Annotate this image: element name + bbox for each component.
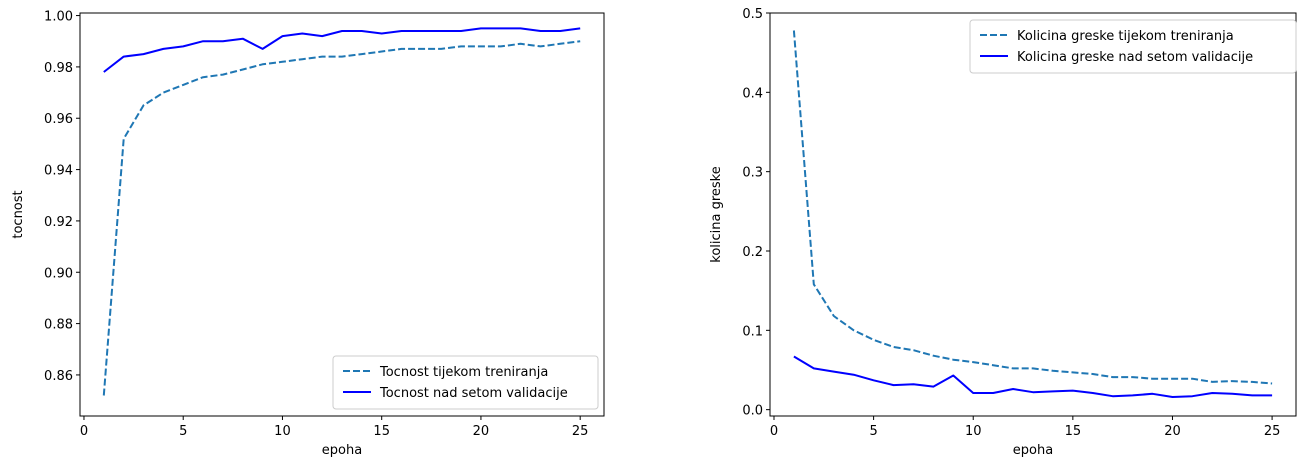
x-tick-label: 10 [274, 424, 291, 439]
y-tick-label: 1.00 [44, 10, 73, 25]
x-tick-label: 10 [965, 424, 982, 439]
legend: Kolicina greske tijekom treniranja Kolici… [969, 19, 1297, 74]
y-tick-label: 0.92 [44, 215, 73, 230]
y-tick-label: 0.1 [742, 324, 763, 339]
plot-frame [79, 12, 605, 417]
y-tick-label: 0.94 [44, 164, 73, 179]
y-tick-label: 0.4 [742, 86, 763, 101]
series-line-0 [102, 40, 581, 396]
x-tick-label: 25 [1264, 424, 1281, 439]
x-tick-label: 0 [770, 424, 778, 439]
x-tick-label: 5 [179, 424, 187, 439]
legend-label: Kolicina greske nad setom validacije [1017, 50, 1253, 65]
series-line-0 [792, 30, 1273, 385]
legend-label: Kolicina greske tijekom treniranja [1017, 29, 1234, 44]
y-tick-label: 0.0 [742, 404, 763, 419]
y-tick-label: 0.96 [44, 112, 73, 127]
x-axis-label: epoha [1013, 443, 1053, 458]
series-line-1 [103, 27, 581, 73]
y-tick-label: 0.90 [44, 266, 73, 281]
legend-box [332, 355, 599, 410]
x-tick-label: 20 [473, 424, 490, 439]
x-tick-label: 15 [373, 424, 390, 439]
y-tick-label: 0.88 [44, 318, 73, 333]
legend: Tocnost tijekom treniranja Tocnost nad se… [332, 355, 599, 410]
legend-label: Tocnost tijekom treniranja [379, 365, 548, 380]
legend-box [969, 19, 1297, 74]
loss-chart: 0 5 10 15 20 25 0.0 0.1 0.2 0.3 0.4 0.5 epoha kolicin… [709, 7, 1297, 458]
x-axis-label: epoha [322, 443, 362, 458]
x-tick-label: 20 [1164, 424, 1181, 439]
y-tick-label: 0.86 [44, 369, 73, 384]
accuracy-chart: 0 5 10 15 20 25 0.86 0.88 0.90 0.92 0.94 0.96 0.98 1.… [11, 10, 605, 458]
y-tick-label: 0.3 [742, 166, 763, 181]
x-tick-label: 5 [869, 424, 877, 439]
y-axis-label: tocnost [11, 190, 26, 238]
y-tick-label: 0.98 [44, 61, 73, 76]
x-tick-label: 25 [572, 424, 589, 439]
plot-frame [769, 12, 1297, 417]
legend-label: Tocnost nad setom validacije [379, 386, 568, 401]
y-tick-label: 0.5 [742, 7, 763, 22]
y-tick-label: 0.2 [742, 245, 763, 260]
x-tick-label: 15 [1065, 424, 1082, 439]
series-line-1 [793, 355, 1273, 398]
x-tick-label: 0 [80, 424, 88, 439]
y-axis-label: kolicina greske [709, 166, 724, 262]
